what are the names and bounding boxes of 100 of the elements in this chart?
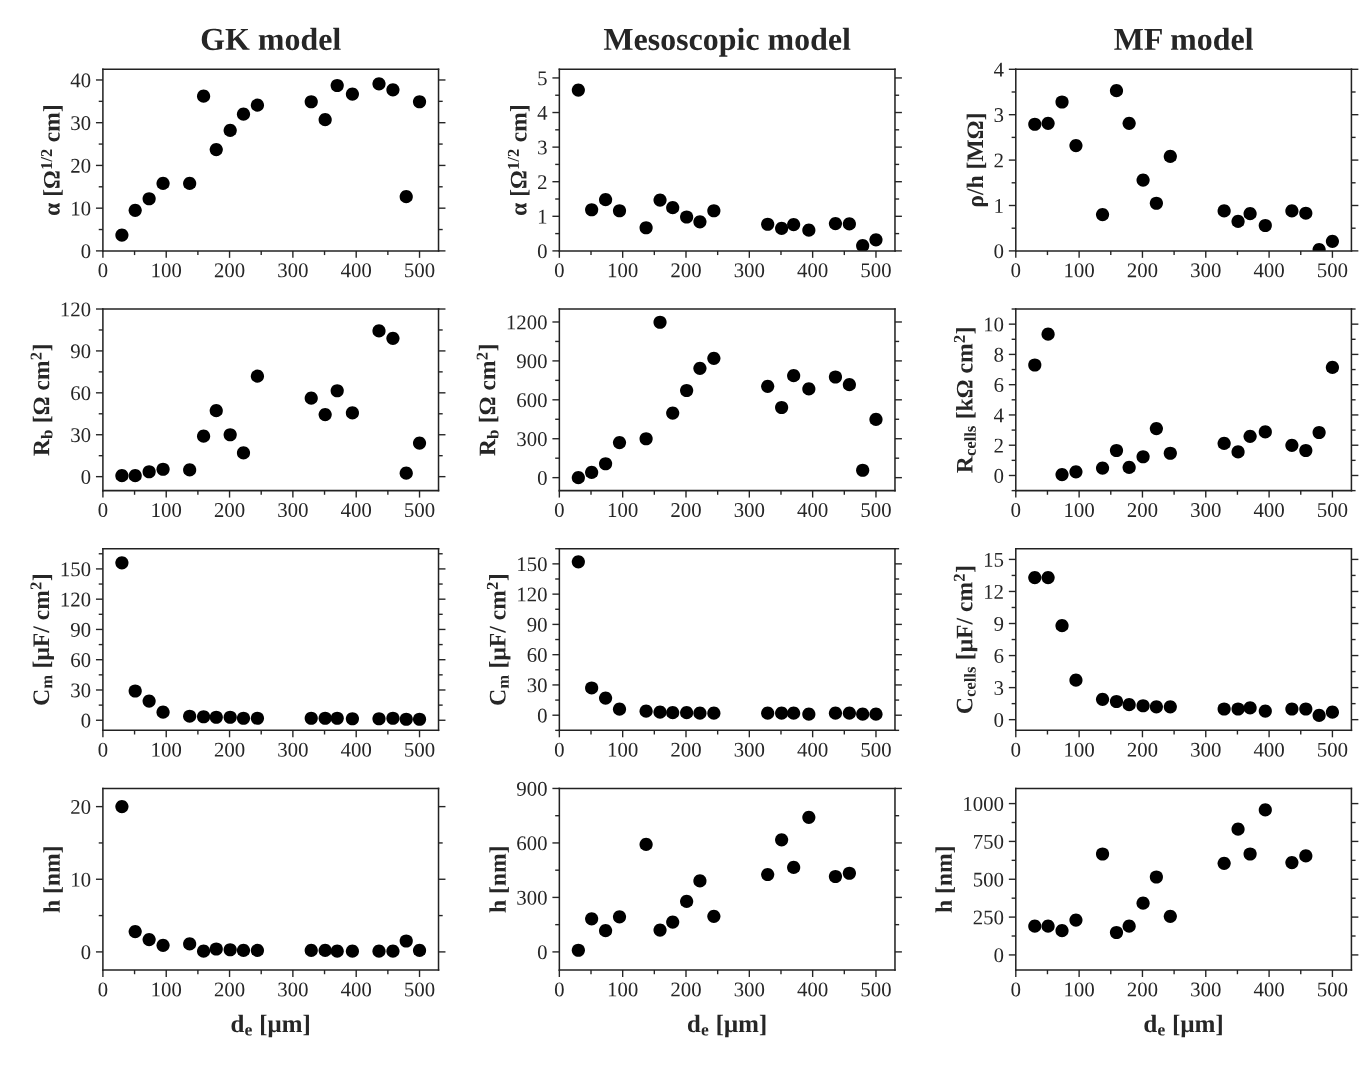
point	[1028, 919, 1042, 933]
point	[412, 436, 427, 450]
x-tick-label: 0	[1011, 982, 1021, 997]
point	[1136, 896, 1150, 910]
point	[330, 384, 344, 398]
x-tick-label: 500	[405, 982, 435, 997]
x-tick-label: 0	[1011, 503, 1021, 518]
point	[183, 463, 197, 477]
x-tick-label: 100	[608, 742, 638, 757]
point	[1285, 204, 1299, 218]
y-tick-label: 300	[517, 432, 547, 447]
point	[209, 942, 223, 956]
point	[1231, 214, 1245, 228]
point	[399, 466, 413, 480]
x-tick-label: 400	[340, 742, 372, 757]
point	[639, 704, 653, 718]
x-tick-label: 300	[1191, 742, 1221, 757]
point	[236, 711, 251, 725]
x-tick-label: 300	[278, 742, 308, 757]
point	[1122, 116, 1136, 130]
point	[183, 176, 197, 190]
point	[1122, 698, 1136, 712]
x-tick-label: 500	[1318, 982, 1348, 997]
point	[775, 221, 789, 235]
point	[1028, 570, 1042, 585]
point	[693, 874, 707, 888]
y-axis-title: α [Ω$^{1/2}$ cm]	[507, 106, 530, 216]
point	[399, 190, 413, 204]
point	[612, 702, 627, 716]
point	[209, 404, 223, 418]
x-tick-label: 400	[340, 982, 372, 997]
point	[1163, 149, 1177, 164]
point	[775, 400, 789, 415]
point	[1285, 438, 1299, 452]
x-tick-label: 400	[1253, 982, 1284, 997]
point	[869, 412, 883, 426]
point	[1312, 708, 1326, 722]
point	[399, 712, 413, 726]
x-tick-label: 200	[214, 263, 245, 278]
y-tick-label: 30	[71, 428, 91, 443]
point	[693, 215, 707, 229]
x-tick-label: 100	[152, 742, 182, 757]
point	[1243, 701, 1257, 715]
x-tick-label: 200	[671, 982, 701, 997]
point	[1243, 429, 1257, 443]
x-tick-label: 200	[1127, 503, 1158, 518]
point	[115, 228, 129, 242]
point	[183, 709, 197, 723]
point	[142, 192, 156, 206]
y-tick-label: 30	[527, 678, 547, 693]
point	[142, 932, 156, 947]
y-tick-label: 15	[984, 552, 1004, 567]
y-tick-label: 0	[81, 244, 91, 259]
point	[1041, 919, 1055, 933]
point	[856, 707, 870, 721]
point	[1055, 467, 1069, 482]
x-tick-label: 500	[1318, 263, 1348, 278]
y-tick-label: 0	[537, 945, 547, 960]
point	[156, 176, 170, 190]
point	[128, 684, 142, 698]
point	[318, 943, 332, 958]
point	[197, 710, 211, 724]
y-tick-label: 1	[995, 198, 1003, 213]
x-tick-label: 300	[1191, 503, 1221, 518]
y-tick-label: 10	[72, 201, 91, 216]
point	[1217, 436, 1231, 450]
point	[653, 315, 667, 329]
point	[666, 201, 680, 215]
point	[707, 204, 721, 218]
point	[1122, 919, 1136, 933]
point	[585, 912, 599, 926]
y-tick-label: 4	[993, 408, 1004, 423]
point	[1136, 173, 1150, 187]
point	[666, 406, 680, 420]
y-tick-label: 30	[71, 683, 91, 698]
point	[1163, 446, 1177, 460]
point	[209, 143, 223, 157]
point	[1149, 700, 1163, 714]
point	[1069, 138, 1083, 153]
point	[183, 937, 197, 951]
x-tick-label: 200	[214, 742, 245, 757]
point	[372, 712, 386, 726]
point	[1258, 425, 1272, 439]
point	[1095, 207, 1110, 222]
point	[1217, 702, 1231, 716]
point	[1299, 443, 1313, 458]
point	[666, 706, 680, 720]
x-tick-label: 200	[1127, 742, 1158, 757]
point	[680, 383, 694, 398]
y-tick-label: 500	[973, 872, 1004, 887]
point	[345, 944, 359, 958]
point	[236, 943, 251, 958]
point	[128, 203, 142, 217]
x-tick-label: 100	[608, 503, 638, 518]
y-tick-label: 2	[994, 153, 1003, 168]
y-tick-label: 1	[538, 209, 547, 224]
point	[223, 123, 237, 137]
y-axis-title: R$_{b}$ [Ω cm$^{2}$]	[30, 345, 53, 456]
chart-title: Mesoscopic model	[603, 27, 851, 57]
point	[680, 894, 694, 908]
